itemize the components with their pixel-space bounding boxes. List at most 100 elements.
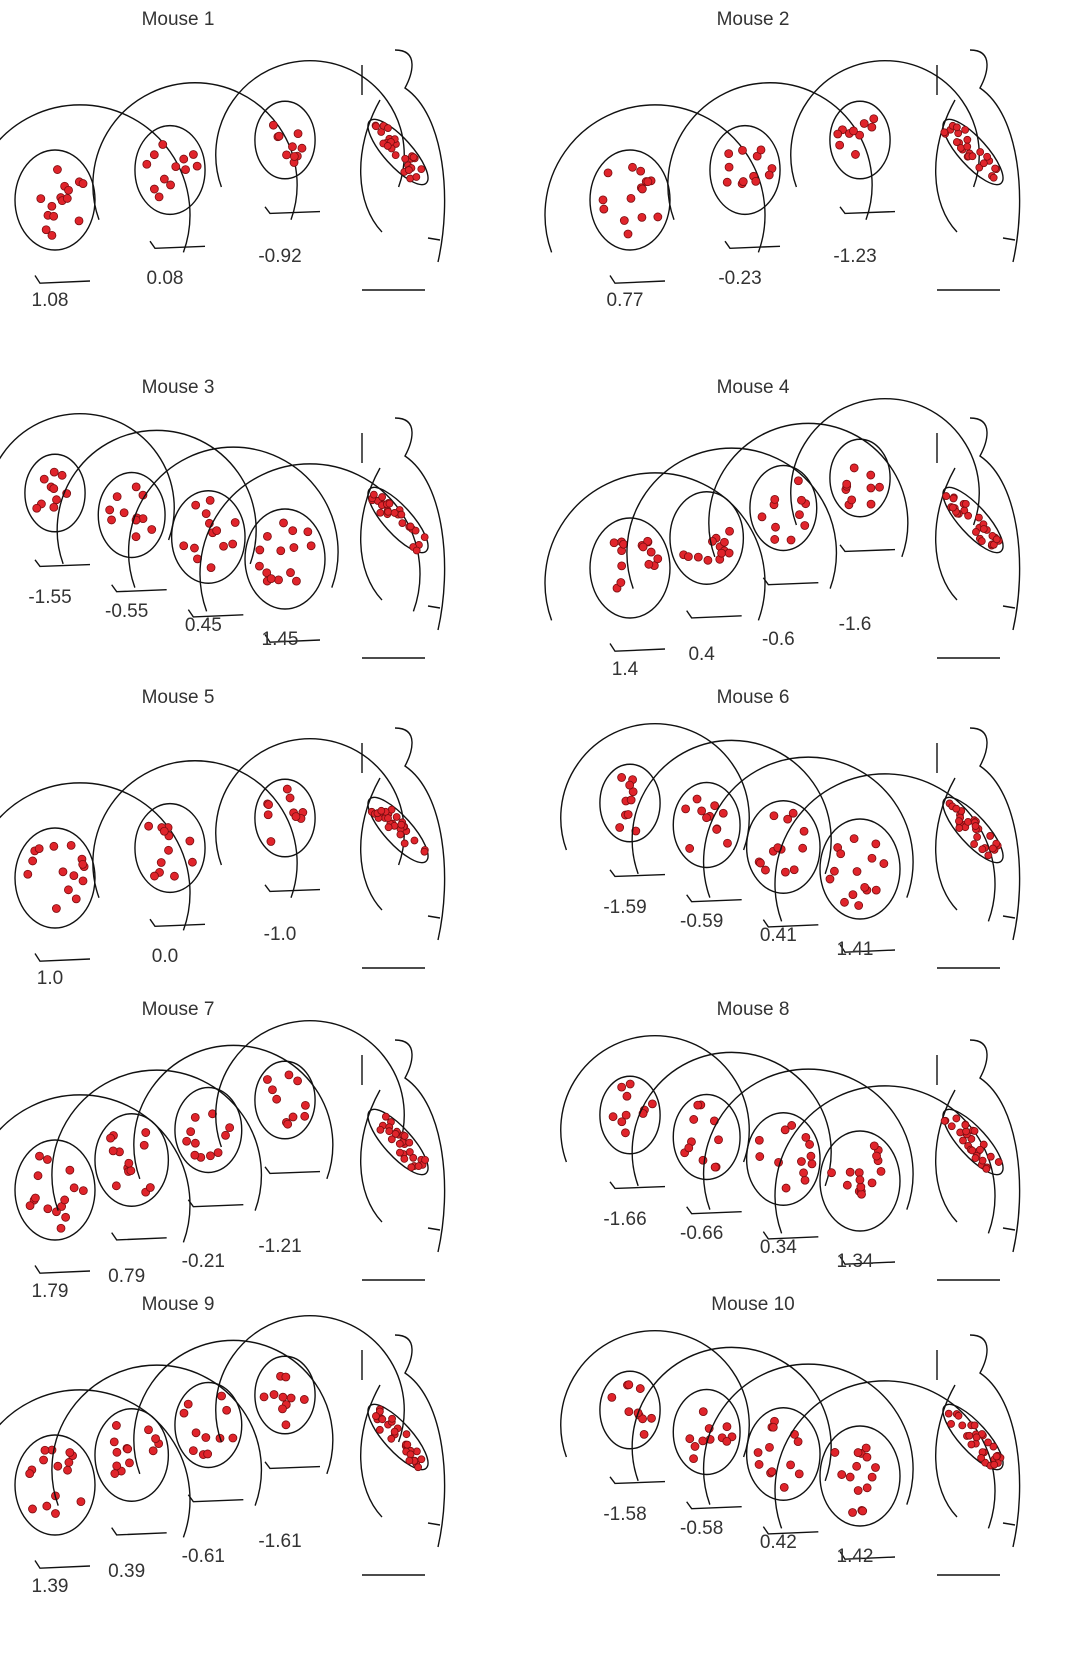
cell-dot (226, 1124, 234, 1132)
cell-dot (401, 1132, 408, 1139)
cell-dot (52, 1208, 60, 1216)
cell-dot (789, 809, 797, 817)
striatum-outline (830, 439, 890, 517)
cell-dot (962, 126, 969, 133)
cell-dot (377, 509, 384, 516)
cell-dot (691, 1442, 699, 1450)
cell-dot (628, 163, 636, 171)
cell-dot (113, 493, 121, 501)
cell-dot (214, 1149, 222, 1157)
cell-dot (685, 1144, 693, 1152)
cell-dot (799, 844, 807, 852)
cell-dot (160, 175, 168, 183)
cell-dot (284, 1120, 292, 1128)
cell-dot (627, 796, 635, 804)
cell-dot (287, 569, 295, 577)
cell-dot (719, 809, 727, 817)
section-label: -1.61 (258, 1531, 301, 1552)
cell-dot (282, 1373, 290, 1381)
cell-dot (410, 154, 417, 161)
cell-dot (385, 824, 392, 831)
cell-dot (682, 805, 690, 813)
sagittal-outline (361, 418, 445, 658)
cell-dot (995, 1159, 1002, 1166)
cell-dot (616, 824, 624, 832)
cell-dot (155, 193, 163, 201)
cell-dot (620, 540, 628, 548)
cell-dot (757, 146, 765, 154)
section-label: -0.92 (258, 246, 301, 267)
cell-dot (644, 178, 652, 186)
cell-dot (993, 1453, 1000, 1460)
cell-dot (969, 1147, 976, 1154)
cell-dot (377, 1126, 384, 1133)
cell-dot (112, 1182, 120, 1190)
cell-dot (638, 213, 646, 221)
cell-dot (283, 151, 291, 159)
cell-dot (867, 500, 875, 508)
section-label: 0.45 (185, 615, 222, 636)
cell-dot (192, 501, 200, 509)
cell-dot (44, 1205, 52, 1213)
cell-dot (388, 1136, 395, 1143)
section-outline (632, 1052, 831, 1213)
section-label: -0.6 (762, 629, 795, 650)
cell-dot (837, 850, 845, 858)
cell-dot (872, 840, 880, 848)
cell-dot (283, 785, 291, 793)
cell-dot (40, 1456, 48, 1464)
cell-dot (292, 577, 300, 585)
cell-dot (684, 553, 692, 561)
cell-dot (392, 152, 399, 159)
cell-dot (206, 496, 214, 504)
cell-dot (771, 495, 779, 503)
cell-dot (402, 155, 409, 162)
cell-dot (192, 1429, 200, 1437)
cell-dot (37, 195, 45, 203)
cell-dot (34, 1172, 42, 1180)
cell-dot (48, 202, 56, 210)
cell-dot (191, 1113, 199, 1121)
cell-dot (867, 471, 875, 479)
cell-dot (403, 1431, 410, 1438)
cell-dot (850, 464, 858, 472)
cell-dot (413, 174, 420, 181)
cell-dot (370, 491, 377, 498)
cell-dot (637, 167, 645, 175)
section-label: -1.58 (603, 1504, 646, 1525)
cell-dot (267, 837, 275, 845)
cell-dot (846, 1473, 854, 1481)
section-outline (57, 430, 256, 591)
cell-dot (959, 1422, 966, 1429)
cell-dot (229, 1434, 237, 1442)
cell-dot (33, 504, 41, 512)
cell-dot (795, 1470, 803, 1478)
cell-dot (401, 840, 408, 847)
cell-dot (267, 575, 275, 583)
cell-dot (843, 1181, 851, 1189)
cell-dot (167, 181, 175, 189)
cell-dot (220, 542, 228, 550)
cell-dot (862, 1444, 870, 1452)
cell-dot (125, 1459, 133, 1467)
cell-dot (836, 141, 844, 149)
cell-dot (949, 504, 956, 511)
striatum-outline (95, 1409, 168, 1502)
cell-dot (406, 1139, 413, 1146)
section-label: 1.4 (612, 659, 639, 680)
cell-dot (256, 546, 264, 554)
cell-dot (972, 823, 979, 830)
cell-dot (110, 1438, 118, 1446)
cell-dot (723, 1437, 731, 1445)
cell-dot (718, 549, 726, 557)
cell-dot (120, 509, 128, 517)
cell-dot (113, 1462, 121, 1470)
cell-dot (856, 1176, 864, 1184)
cell-dot (379, 494, 386, 501)
cell-dot (75, 217, 83, 225)
cell-dot (964, 143, 971, 150)
cell-dot (127, 1167, 135, 1175)
cell-dot (855, 901, 863, 909)
cell-dot (35, 845, 43, 853)
cell-dot (108, 516, 116, 524)
